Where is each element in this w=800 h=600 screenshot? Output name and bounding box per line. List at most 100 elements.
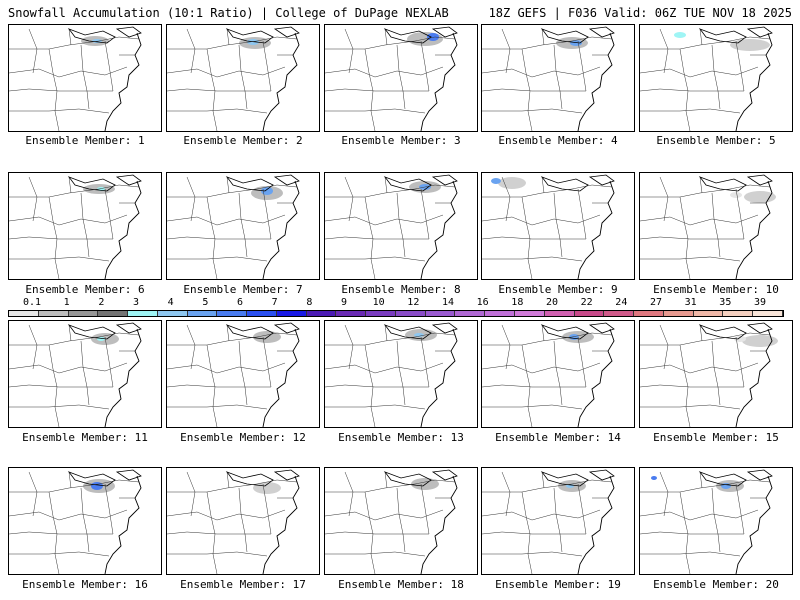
- state-border: [501, 28, 511, 74]
- state-border: [541, 471, 545, 489]
- state-border: [9, 551, 110, 557]
- state-border: [28, 471, 38, 517]
- state-border: [238, 487, 248, 553]
- coastline: [735, 32, 773, 131]
- great-lakes-outline: [67, 174, 142, 192]
- state-border: [28, 28, 38, 74]
- coastline: [577, 180, 615, 279]
- ensemble-member-map: [166, 467, 320, 575]
- ensemble-member-label: Ensemble Member: 14: [495, 431, 621, 444]
- state-border: [482, 479, 613, 493]
- state-border: [640, 362, 759, 374]
- state-border: [384, 28, 388, 46]
- state-border: [364, 344, 376, 427]
- state-border: [711, 44, 721, 110]
- ensemble-member-label: Ensemble Member: 6: [25, 283, 145, 296]
- state-border: [577, 336, 587, 388]
- colorbar-swatch: [187, 311, 218, 316]
- snowfall-area: [734, 336, 746, 342]
- model-run-info: 18Z GEFS | F036 Valid: 06Z TUE NOV 18 20…: [488, 6, 792, 20]
- colorbar-swatch: [276, 311, 307, 316]
- state-border: [577, 483, 587, 535]
- state-border: [482, 256, 583, 262]
- state-border: [206, 344, 218, 427]
- snowfall-area: [674, 32, 686, 38]
- ensemble-member-map: [324, 172, 478, 280]
- state-border: [640, 36, 771, 50]
- colorbar-swatch: [9, 311, 39, 316]
- snowfall-area: [91, 482, 103, 490]
- basemap: [325, 26, 458, 131]
- state-border: [482, 332, 613, 346]
- state-border: [68, 324, 72, 342]
- colorbar-tick: 31: [684, 297, 697, 308]
- colorbar-swatch: [723, 311, 754, 316]
- ensemble-member-map: [639, 467, 793, 575]
- ensemble-member-label: Ensemble Member: 5: [656, 134, 776, 147]
- ensemble-member-map: [481, 172, 635, 280]
- coastline: [262, 32, 300, 131]
- state-border: [640, 214, 759, 226]
- state-border: [553, 340, 563, 406]
- colorbar-swatch: [485, 311, 516, 316]
- colorbar-tick: 16: [476, 297, 489, 308]
- state-border: [711, 192, 721, 258]
- state-border: [679, 196, 691, 279]
- state-border: [80, 192, 90, 258]
- state-border: [325, 479, 456, 493]
- state-border: [167, 551, 268, 557]
- state-border: [521, 491, 533, 574]
- snowfall-area: [414, 333, 424, 337]
- basemap: [9, 469, 142, 574]
- colorbar-tick: 20: [545, 297, 559, 308]
- colorbar-tick: 22: [580, 297, 593, 308]
- colorbar-tick: 4: [167, 297, 174, 308]
- state-border: [521, 196, 533, 279]
- state-border: [9, 88, 113, 92]
- snowfall-area: [730, 39, 770, 51]
- state-border: [699, 324, 703, 342]
- great-lakes-outline: [383, 174, 458, 192]
- colorbar-swatch: [574, 311, 605, 316]
- state-border: [238, 44, 248, 110]
- state-border: [659, 324, 669, 370]
- state-border: [640, 479, 771, 493]
- ensemble-member-label: Ensemble Member: 2: [183, 134, 303, 147]
- state-border: [640, 384, 744, 388]
- colorbar-swatch: [515, 311, 545, 316]
- state-border: [640, 256, 741, 262]
- great-lakes-outline: [225, 469, 300, 487]
- state-border: [68, 28, 72, 46]
- state-border: [9, 214, 128, 226]
- state-border: [167, 236, 271, 240]
- colorbar-tick: 0.1: [22, 297, 42, 308]
- snowfall-area: [411, 478, 439, 490]
- basemap: [167, 174, 300, 279]
- basemap: [640, 26, 773, 131]
- state-border: [735, 40, 745, 92]
- state-border: [325, 108, 426, 114]
- state-border: [167, 214, 286, 226]
- state-border: [420, 336, 430, 388]
- colorbar-tick: 5: [202, 297, 209, 308]
- state-border: [364, 491, 376, 574]
- state-border: [735, 336, 745, 388]
- snowfall-area: [261, 187, 273, 195]
- state-border: [167, 509, 286, 521]
- state-border: [80, 340, 90, 406]
- state-border: [344, 324, 354, 370]
- state-border: [640, 551, 741, 557]
- ensemble-member-label: Ensemble Member: 17: [180, 578, 306, 591]
- ensemble-member-map: [639, 172, 793, 280]
- state-border: [364, 48, 376, 131]
- ensemble-member-map: [481, 320, 635, 428]
- state-border: [577, 40, 587, 92]
- colorbar-swatch: [306, 311, 337, 316]
- colorbar-swatch: [693, 311, 724, 316]
- state-border: [679, 491, 691, 574]
- state-border: [420, 483, 430, 535]
- state-border: [699, 176, 703, 194]
- state-border: [167, 404, 268, 410]
- state-border: [48, 196, 60, 279]
- great-lakes-outline: [540, 322, 615, 340]
